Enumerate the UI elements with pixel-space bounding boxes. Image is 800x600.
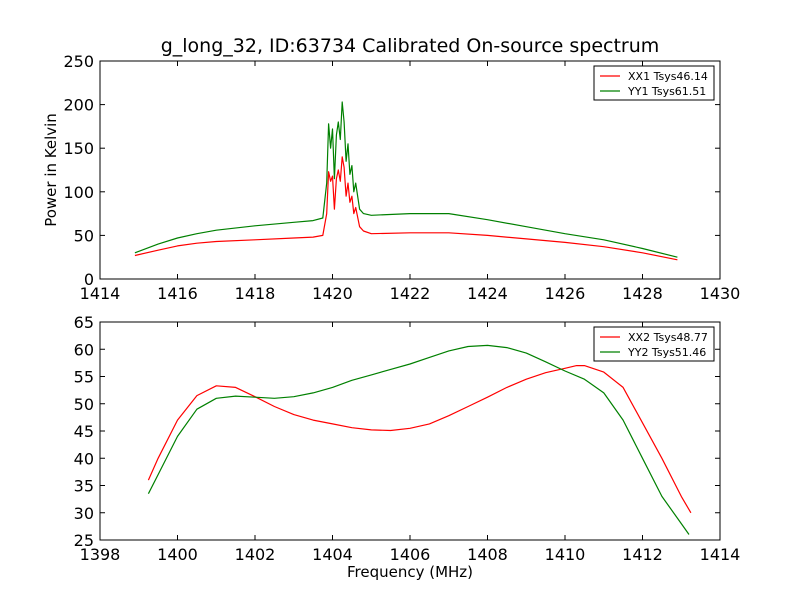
series-line-2: [147, 344, 690, 535]
legend-label-1: XX2 Tsys48.77: [628, 331, 708, 344]
x-tick-label: 1410: [545, 545, 586, 564]
x-tick-label: 1408: [467, 545, 508, 564]
x-tick-label: 1422: [390, 284, 431, 303]
x-tick-label: 1424: [467, 284, 508, 303]
y-tick-label: 150: [63, 139, 94, 158]
y-tick-label: 0: [84, 270, 94, 289]
series-line-2: [134, 101, 678, 258]
x-tick-label: 1406: [390, 545, 431, 564]
x-tick-label: 1412: [622, 545, 663, 564]
x-tick-label: 1418: [235, 284, 276, 303]
x-tick-label: 1420: [312, 284, 353, 303]
x-tick-label: 1416: [157, 284, 198, 303]
y-tick-label: 40: [74, 449, 94, 468]
legend: XX2 Tsys48.77 YY2 Tsys51.46: [593, 326, 715, 362]
series-line-1: [134, 156, 678, 261]
y-tick-label: 60: [74, 340, 94, 359]
legend: XX1 Tsys46.14 YY1 Tsys61.51: [593, 65, 715, 101]
y-axis-label: Power in Kelvin: [42, 113, 60, 227]
y-tick-label: 55: [74, 368, 94, 387]
y-tick-label: 65: [74, 313, 94, 332]
x-tick-label: 1400: [157, 545, 198, 564]
y-tick-label: 50: [74, 226, 94, 245]
legend-label-2: YY2 Tsys51.46: [627, 346, 706, 359]
y-tick-label: 250: [63, 52, 94, 71]
y-tick-label: 35: [74, 477, 94, 496]
legend-label-1: XX1 Tsys46.14: [628, 70, 708, 83]
legend-box: [593, 65, 715, 101]
x-tick-label: 1414: [700, 545, 741, 564]
y-tick-label: 45: [74, 422, 94, 441]
x-tick-label: 1402: [235, 545, 276, 564]
x-tick-label: 1398: [80, 545, 121, 564]
legend-label-2: YY1 Tsys61.51: [627, 85, 706, 98]
bottom-plot: 1398 1400 1402 1404 1406 1408 1410 1412 1414 25 30…: [74, 313, 741, 581]
x-tick-label: 1404: [312, 545, 353, 564]
x-tick-label: 1428: [622, 284, 663, 303]
y-tick-label: 100: [63, 183, 94, 202]
x-tick-label: 1414: [80, 284, 121, 303]
x-tick-label: 1426: [545, 284, 586, 303]
x-tick-label: 1430: [700, 284, 741, 303]
y-tick-label: 25: [74, 531, 94, 550]
x-axis-label: Frequency (MHz): [347, 563, 473, 581]
figure-title: g_long_32, ID:63734 Calibrated On-source…: [161, 35, 660, 57]
series-line-1: [147, 365, 692, 514]
y-tick-label: 30: [74, 504, 94, 523]
y-tick-label: 200: [63, 96, 94, 115]
legend-box: [593, 326, 715, 362]
top-plot: 1414 1416 1418 1420 1422 1424 1426 1428 1430 0 50 1…: [42, 52, 740, 303]
y-tick-label: 50: [74, 395, 94, 414]
